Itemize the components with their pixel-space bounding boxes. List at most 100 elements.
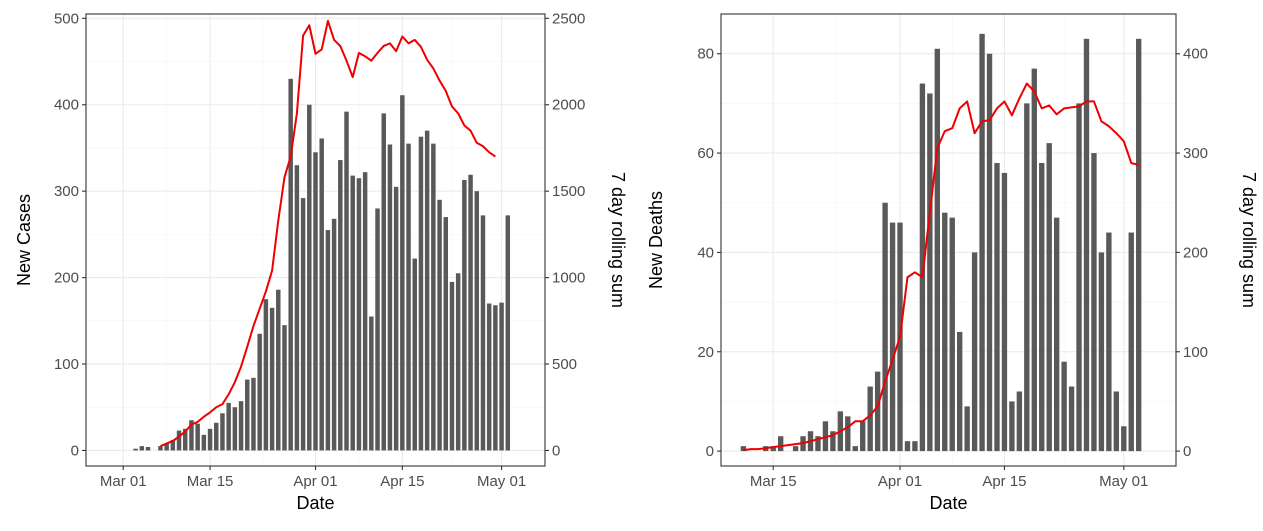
bar [375,208,380,451]
bar [777,436,784,452]
bar [282,325,287,451]
bar [183,428,188,451]
x-tick-label: May 01 [1099,473,1148,490]
y2-tick-label: 200 [1183,244,1208,261]
bar [979,33,985,452]
bar [792,446,799,452]
y-tick-label: 0 [706,443,714,460]
y-tick-label: 0 [71,442,79,459]
x-tick-label: Apr 15 [380,473,424,490]
x-axis-title: Date [929,493,967,513]
bar [1098,252,1105,452]
bar [934,48,940,452]
panel-border [720,13,1177,467]
bar [1136,38,1142,452]
bar [400,95,405,451]
bar [927,93,933,452]
y2-tick-label: 100 [1183,344,1208,361]
bar [356,178,362,451]
bar [957,331,963,452]
bar [331,218,337,451]
bar [852,446,858,452]
y-axis-title: New Deaths [646,191,666,289]
bar [406,143,411,451]
y-tick-label: 400 [54,97,79,114]
bar [815,436,821,452]
bar [874,371,881,452]
bar [139,446,145,451]
bar [889,222,896,452]
bar [133,448,138,451]
bar [1016,391,1023,452]
bar [369,316,374,451]
bar [1128,232,1134,452]
bar [830,431,836,452]
bar [313,152,318,451]
bar [350,175,355,451]
bar [226,402,231,451]
bar [344,111,349,451]
bar [942,212,948,452]
y-tick-label: 20 [697,344,714,361]
bar [263,299,269,451]
y2-tick-label: 1500 [552,183,585,200]
bar [245,379,250,451]
bar [418,136,424,451]
bar [424,130,430,451]
y-tick-label: 500 [54,10,79,27]
x-tick-label: Mar 01 [100,473,147,490]
bar [338,160,343,451]
bar [325,230,331,451]
y2-tick-label: 0 [1183,443,1191,460]
bar [1083,38,1090,452]
bar [300,198,306,451]
bar [1046,143,1052,452]
bar [499,302,504,451]
x-tick-label: Apr 01 [878,473,922,490]
bar [860,421,866,452]
bar [387,144,393,451]
bar [486,303,492,451]
bar [770,446,776,452]
bar [474,191,480,451]
y-tick-label: 60 [697,145,714,162]
bar [276,289,281,451]
bar [189,420,194,451]
bar [158,446,163,451]
bar [882,202,888,452]
bar [468,174,473,451]
bar [443,217,448,451]
y2-tick-label: 400 [1183,46,1208,63]
y-tick-label: 80 [697,46,714,63]
bar [288,78,293,451]
bar [319,138,324,451]
bar [867,386,873,452]
bar [431,143,436,451]
bar [251,377,256,451]
bar [1009,401,1015,452]
y2-tick-label: 300 [1183,145,1208,162]
bar [505,215,511,451]
y-tick-label: 300 [54,183,79,200]
bar [493,305,498,451]
bar [238,401,244,451]
bar [214,422,219,451]
bar [1121,426,1127,452]
y-tick-label: 40 [697,244,714,261]
bar [1076,103,1082,452]
y2-tick-label: 2000 [552,97,585,114]
x-tick-label: Mar 15 [187,473,234,490]
bar [393,186,399,451]
y-tick-label: 200 [54,270,79,287]
bar [480,215,486,451]
bar [986,53,993,452]
bar [362,172,368,451]
bar [164,443,169,451]
y2-tick-label: 0 [552,442,560,459]
bar [220,413,225,451]
bar [307,104,312,451]
bar [1061,361,1067,452]
bar [412,258,417,451]
bar [201,434,207,451]
